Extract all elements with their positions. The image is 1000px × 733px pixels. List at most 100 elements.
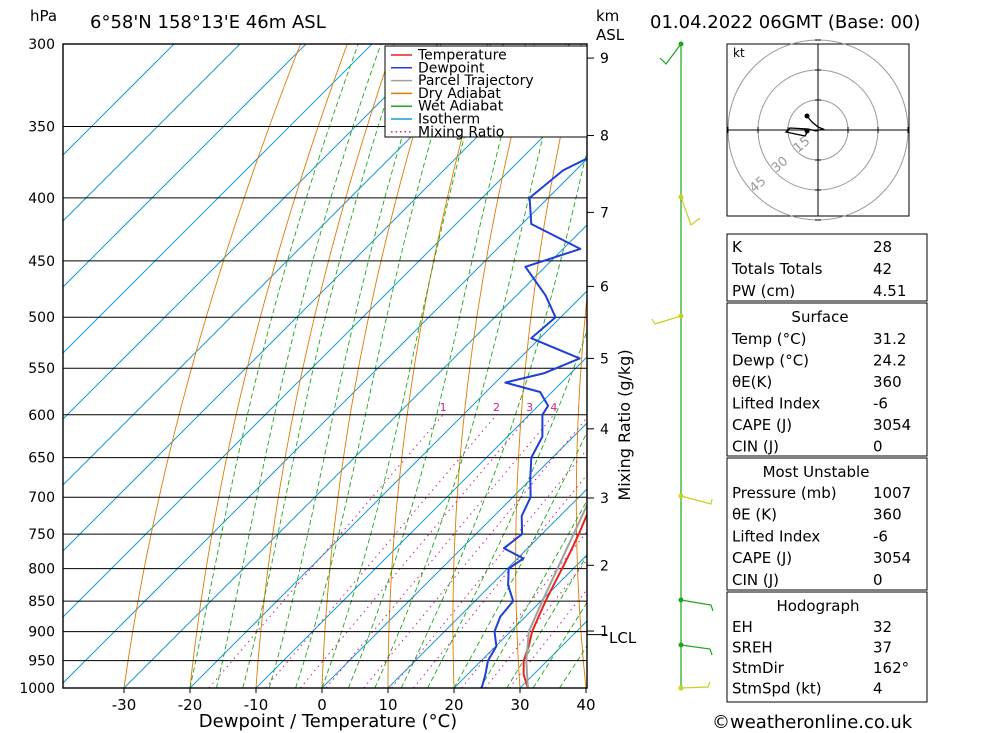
temperature-tick-label: 30 [510,696,529,714]
most-unstable-row-value: -6 [873,527,888,545]
legend-label: Temperature [417,48,507,64]
pressure-tick-label: 700 [28,490,55,506]
wind-barb-dot [678,597,684,603]
isotherm-line [123,224,587,688]
hodograph-unit: kt [733,46,745,60]
surface-row-label: CIN (J) [732,438,779,456]
axes-labels: 1000950900850800750700650600550500450400… [19,37,609,714]
isotherm-line [63,158,587,684]
km-unit-label: km [596,7,619,25]
surface-title: Surface [791,308,848,326]
wind-barb [680,495,713,505]
wind-barb [680,681,711,689]
wind-barb-dot [678,642,684,648]
mixing-ratio-tick-label: 4 [550,401,557,414]
most-unstable-row-value: 3054 [873,549,911,567]
wind-barb [680,644,713,656]
km-tick-label: 8 [600,129,609,145]
index-row-value: 28 [873,238,892,256]
mixing-ratio-line [363,416,587,688]
temperature-tick-label: -30 [112,696,137,714]
isotherm-line [321,422,587,688]
wind-barb-dot [678,194,684,200]
most-unstable-row-label: CAPE (J) [732,549,792,567]
km-tick-label: 5 [600,351,609,367]
wind-barb [680,599,714,612]
dry-adiabat-line [692,44,721,688]
dry-adiabat-line [515,44,582,688]
indices-tables: K 28 Totals Totals 42 PW (cm) 4.51 Surface Temp… [726,233,928,703]
isotherm-line [63,44,505,486]
chart-location-title: 6°58'N 158°13'E 46m ASL [90,12,326,33]
wind-barb-dot [678,493,684,499]
index-row-value: 4.51 [873,282,906,300]
surface-row-value: 360 [873,373,902,391]
isotherm-line [63,44,241,222]
hodograph-point [804,113,810,119]
km-tick-label: 9 [600,51,609,67]
most-unstable-row-label: Lifted Index [732,527,820,545]
surface-row-label: Lifted Index [732,395,820,413]
legend-label: Dewpoint [418,60,485,76]
most-unstable-row-label: Pressure (mb) [732,484,837,502]
legend-box [384,45,588,138]
wet-adiabat-line [374,44,567,688]
wind-barb [659,43,682,65]
mixing-ratio-tick-label: 2 [493,401,500,414]
wet-adiabat-line [189,44,359,688]
most-unstable-row-value: 0 [873,571,883,589]
surface-row-value: 3054 [873,416,911,434]
wet-adiabat-line [453,431,587,688]
hodograph-row-label: EH [732,618,753,636]
hodograph-row-value: 162° [873,659,909,677]
km-tick-label: 3 [600,491,609,507]
asl-unit-label: ASL [596,26,625,44]
mixing-ratio-line [325,414,555,688]
isotherm-line [189,290,587,688]
mixing-ratio-line [413,474,587,688]
most-unstable-row-value: 1007 [873,484,911,502]
wet-adiabat-line [347,44,527,688]
isotherm-line [63,44,307,288]
profile-series [480,101,587,688]
temperature-line [522,512,587,688]
chart-datetime: 01.04.2022 06GMT (Base: 00) [650,12,920,33]
hodograph-point [804,128,810,134]
hodograph-row-label: StmDir [732,659,785,677]
km-tick-label: 4 [600,422,609,438]
isotherm-line [63,92,587,618]
km-tick-label: 7 [600,205,609,221]
dry-adiabat-line [635,44,675,688]
dry-adiabat-line [452,44,535,688]
dry-adiabat-line [321,44,442,688]
hodograph-row-value: 32 [873,618,892,636]
isotherm-line [255,356,587,688]
pressure-tick-label: 450 [28,254,55,270]
legend-label: Mixing Ratio [418,124,504,140]
hodograph-row-label: StmSpd (kt) [732,680,822,698]
km-tick-label: 1 [600,624,609,640]
pressure-tick-label: 400 [28,191,55,207]
dewpoint-line [480,101,587,688]
index-row-label: Totals Totals [731,260,823,278]
hodograph-table-title: Hodograph [776,597,859,615]
x-axis-label: Dewpoint / Temperature (°C) [199,711,457,732]
pressure-tick-label: 750 [28,527,55,543]
lcl-label: LCL [609,629,637,647]
dry-adiabat-line [954,44,1000,688]
most-unstable-row-label: CIN (J) [732,571,779,589]
temperature-tick-label: 0 [317,696,327,714]
km-tick-label: 6 [600,279,609,295]
most-unstable-title: Most Unstable [763,463,870,481]
dry-adiabat-line [904,44,982,688]
surface-row-value: 24.2 [873,352,906,370]
index-row-value: 42 [873,260,892,278]
surface-box [726,302,928,457]
hodograph-row-value: 37 [873,639,892,657]
hodograph-trace [784,115,826,137]
wind-barb-dot [678,685,684,691]
most-unstable-row-value: 360 [873,506,902,524]
